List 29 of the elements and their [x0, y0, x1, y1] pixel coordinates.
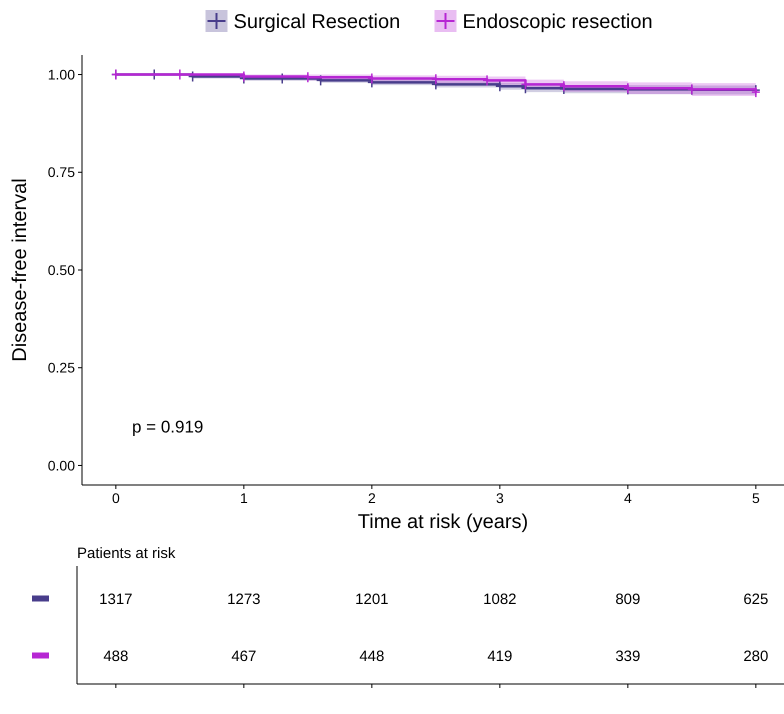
- legend-label: Endoscopic resection: [462, 11, 653, 33]
- text: 625: [743, 590, 768, 608]
- y-tick-label: 0.75: [48, 164, 76, 180]
- text: 1317: [99, 590, 133, 608]
- text: 467: [231, 648, 256, 665]
- text: 448: [359, 648, 384, 665]
- x-axis-title: Time at risk (years): [358, 511, 528, 533]
- text: 419: [487, 648, 512, 665]
- x-tick-label: 0: [112, 490, 120, 506]
- text: 809: [615, 590, 640, 608]
- text: 1273: [227, 590, 261, 608]
- annotation: p = 0.919: [132, 417, 204, 436]
- x-tick-label: 1: [240, 490, 248, 506]
- text: 339: [615, 648, 640, 665]
- x-tick-label: 3: [496, 490, 504, 506]
- y-tick-label: 0.25: [48, 360, 76, 376]
- text: 1201: [355, 590, 389, 608]
- y-tick-label: 1.00: [48, 66, 76, 82]
- y-axis-title: Disease-free interval: [9, 178, 31, 362]
- x-tick-label: 4: [624, 490, 632, 506]
- x-tick-label: 5: [752, 490, 760, 506]
- x-tick-label: 2: [368, 490, 376, 506]
- text: 488: [103, 648, 128, 665]
- text: 1082: [483, 590, 517, 608]
- legend-label: Surgical Resection: [234, 11, 400, 33]
- text: Patients at risk: [77, 545, 176, 562]
- y-tick-label: 0.00: [48, 457, 76, 474]
- text: 280: [743, 648, 768, 665]
- y-tick-label: 0.50: [48, 262, 76, 278]
